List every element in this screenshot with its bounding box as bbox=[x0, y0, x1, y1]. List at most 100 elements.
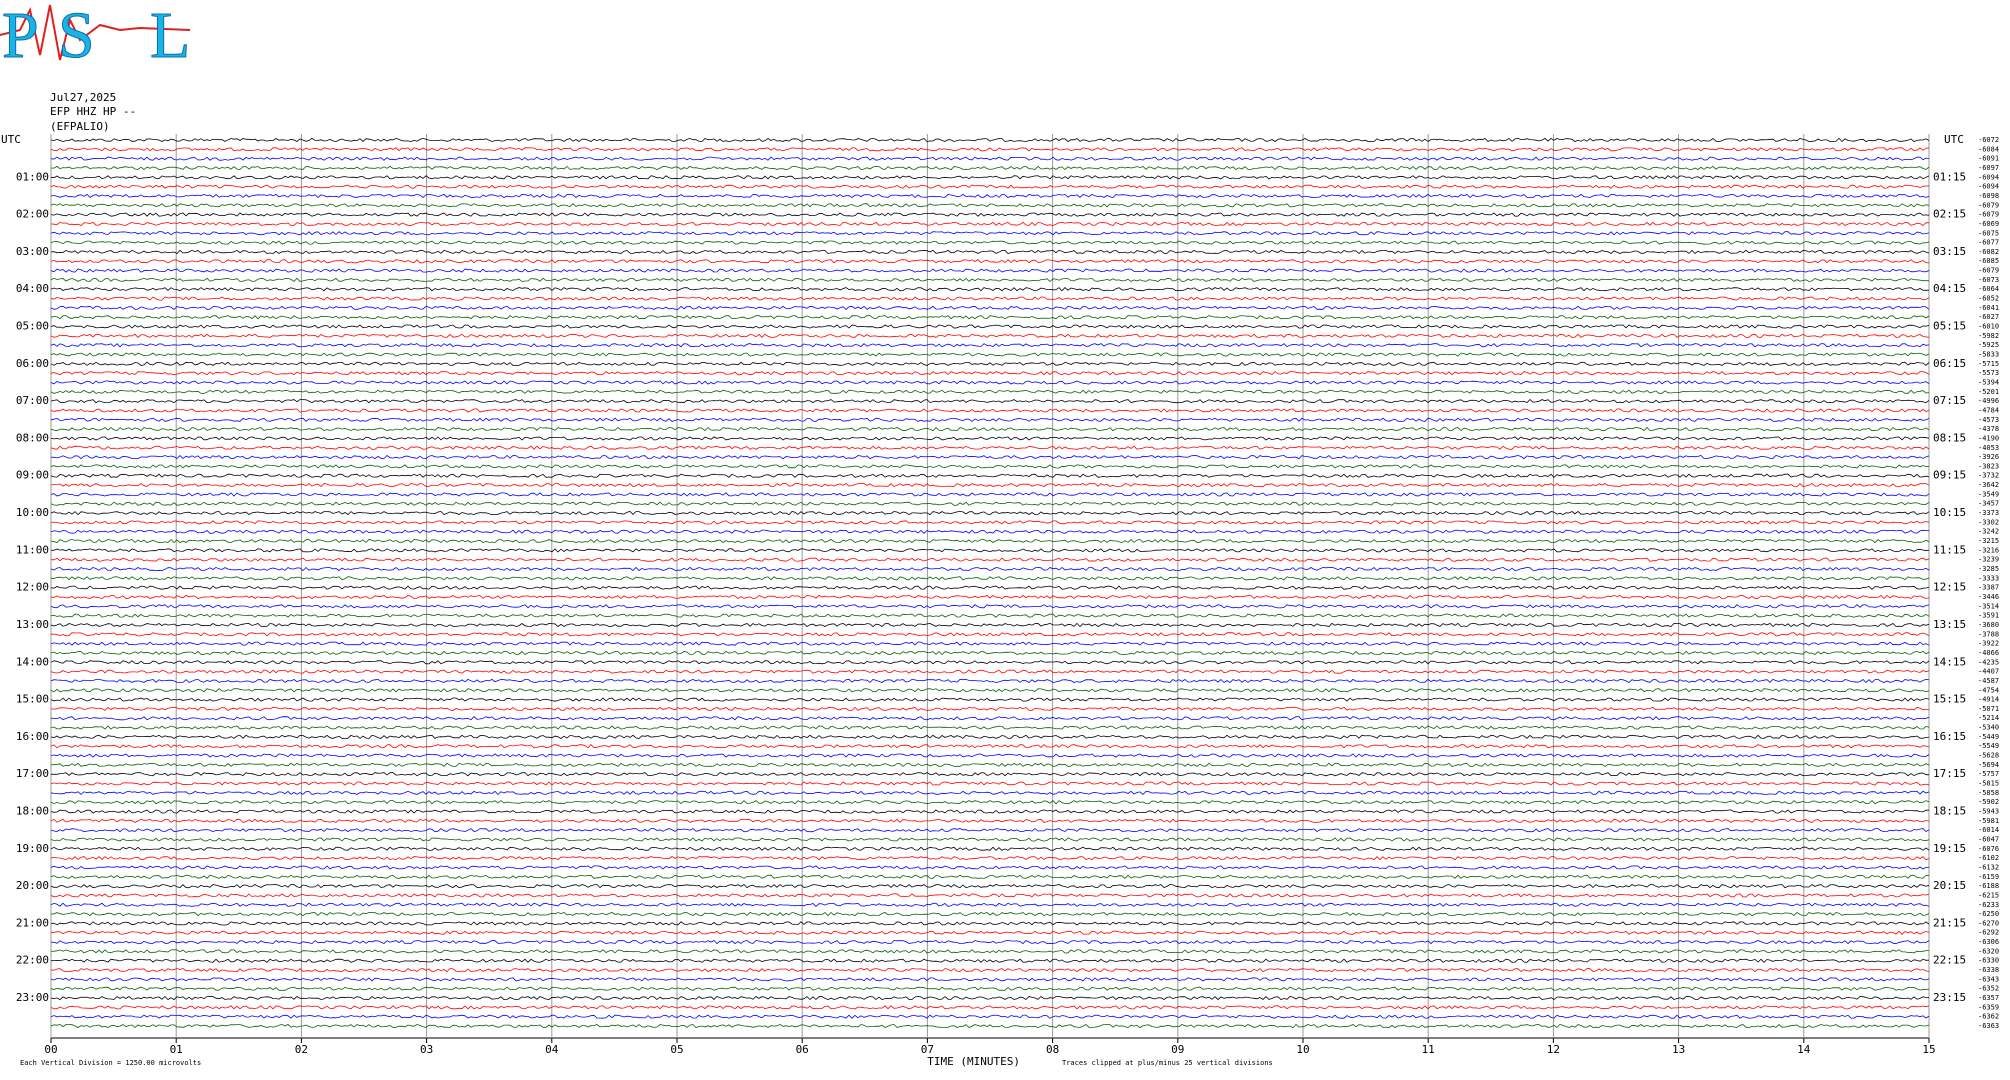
trace bbox=[50, 576, 1930, 581]
trace bbox=[50, 977, 1930, 982]
footer-right: Traces clipped at plus/minus 25 vertical… bbox=[1062, 1059, 1273, 1067]
trace-offset: -5214 bbox=[1978, 714, 1999, 722]
x-tick-label: 14 bbox=[1797, 1043, 1811, 1056]
trace-offset: -4573 bbox=[1978, 416, 1999, 424]
trace-offset: -6233 bbox=[1978, 901, 1999, 909]
trace-start-label: 21:00 bbox=[16, 916, 49, 929]
trace-offset: -6159 bbox=[1978, 873, 1999, 881]
trace-offset: -6064 bbox=[1978, 285, 1999, 293]
trace bbox=[50, 622, 1930, 628]
logo-wave bbox=[0, 4, 191, 61]
trace bbox=[50, 669, 1930, 674]
trace bbox=[50, 212, 1930, 217]
trace bbox=[50, 296, 1930, 301]
trace-start-label: 08:00 bbox=[16, 431, 49, 444]
trace-offset: -5449 bbox=[1978, 733, 1999, 741]
trace-offset: -3333 bbox=[1978, 574, 1999, 582]
labels: 00 01 02 03 04 05 06 07 08 09 10 11 12 13 14 15 TIME (MI… bbox=[1, 133, 1999, 1068]
trace-start-label: 10:00 bbox=[16, 506, 49, 519]
trace bbox=[50, 874, 1930, 879]
trace-offset: -6079 bbox=[1978, 201, 1999, 209]
trace-end-label: 22:15 bbox=[1933, 954, 1966, 967]
trace-offset: -6270 bbox=[1978, 919, 1999, 927]
trace bbox=[50, 828, 1930, 833]
trace-offset: -6076 bbox=[1978, 845, 1999, 853]
trace-offset: -3302 bbox=[1978, 518, 1999, 526]
trace-offset: -6215 bbox=[1978, 891, 1999, 899]
trace bbox=[50, 193, 1930, 199]
trace-end-label: 03:15 bbox=[1933, 245, 1966, 258]
trace bbox=[50, 660, 1930, 665]
trace-offset: -6097 bbox=[1978, 164, 1999, 172]
trace-offset: -6352 bbox=[1978, 985, 1999, 993]
trace bbox=[50, 277, 1930, 283]
trace bbox=[50, 846, 1930, 851]
trace-offset: -6077 bbox=[1978, 239, 1999, 247]
trace bbox=[50, 566, 1930, 572]
trace-offset: -3387 bbox=[1978, 584, 1999, 592]
trace-offset: -6091 bbox=[1978, 155, 1999, 163]
trace-end-label: 18:15 bbox=[1933, 804, 1966, 817]
trace-offset: -6338 bbox=[1978, 966, 1999, 974]
trace-offset: -6047 bbox=[1978, 835, 1999, 843]
trace-offset: -5943 bbox=[1978, 807, 1999, 815]
trace-start-label: 12:00 bbox=[16, 581, 49, 594]
trace bbox=[50, 902, 1930, 907]
trace-offset: -6079 bbox=[1978, 211, 1999, 219]
trace-start-label: 15:00 bbox=[16, 693, 49, 706]
trace bbox=[50, 697, 1930, 702]
trace bbox=[50, 408, 1930, 413]
trace bbox=[50, 1005, 1930, 1010]
trace-end-label: 21:15 bbox=[1933, 916, 1966, 929]
trace-offset: -3823 bbox=[1978, 462, 1999, 470]
trace bbox=[50, 147, 1930, 152]
trace-offset: -6052 bbox=[1978, 295, 1999, 303]
x-tick-label: 03 bbox=[420, 1043, 433, 1056]
trace-offset: -6073 bbox=[1978, 276, 1999, 284]
date: Jul27,2025 bbox=[50, 91, 116, 104]
trace-offset: -5628 bbox=[1978, 752, 1999, 760]
location: (EFPALIO) bbox=[50, 120, 110, 133]
trace bbox=[50, 221, 1930, 227]
trace bbox=[50, 967, 1930, 973]
trace-start-label: 04:00 bbox=[16, 282, 49, 295]
trace-start-label: 23:00 bbox=[16, 991, 49, 1004]
trace bbox=[50, 641, 1930, 646]
trace bbox=[50, 165, 1930, 171]
trace-offset: -6132 bbox=[1978, 863, 1999, 871]
trace bbox=[50, 949, 1929, 954]
trace-offset: -3446 bbox=[1978, 593, 1999, 601]
trace-offset: -4914 bbox=[1978, 696, 1999, 704]
trace bbox=[50, 538, 1930, 544]
trace bbox=[50, 156, 1930, 161]
trace bbox=[50, 426, 1930, 432]
trace-offset: -4784 bbox=[1978, 406, 1999, 414]
trace-offset: -3514 bbox=[1978, 602, 1999, 610]
trace bbox=[50, 417, 1930, 422]
trace-offset: -6250 bbox=[1978, 910, 1999, 918]
trace bbox=[50, 371, 1930, 376]
trace bbox=[50, 380, 1930, 385]
trace bbox=[50, 995, 1930, 1001]
trace-offset: -5858 bbox=[1978, 789, 1999, 797]
trace bbox=[50, 510, 1930, 516]
trace-offset: -3239 bbox=[1978, 556, 1999, 564]
trace bbox=[50, 464, 1930, 469]
station: EFP HHZ HP -- bbox=[50, 105, 136, 118]
trace-end-label: 15:15 bbox=[1933, 693, 1966, 706]
trace bbox=[50, 762, 1930, 767]
trace-end-label: 20:15 bbox=[1933, 879, 1966, 892]
trace-offset: -6027 bbox=[1978, 313, 1999, 321]
trace bbox=[50, 986, 1930, 991]
traces bbox=[50, 137, 1930, 1029]
trace-offset: -3242 bbox=[1978, 528, 1999, 536]
trace-offset: -6357 bbox=[1978, 994, 1999, 1002]
trace-offset: -6079 bbox=[1978, 267, 1999, 275]
trace-start-label: 13:00 bbox=[16, 618, 49, 631]
trace-end-label: 01:15 bbox=[1933, 170, 1966, 183]
trace bbox=[50, 398, 1930, 404]
trace bbox=[50, 800, 1930, 805]
trace bbox=[50, 809, 1930, 814]
trace-offset: -5833 bbox=[1978, 351, 1999, 359]
trace bbox=[50, 482, 1930, 488]
